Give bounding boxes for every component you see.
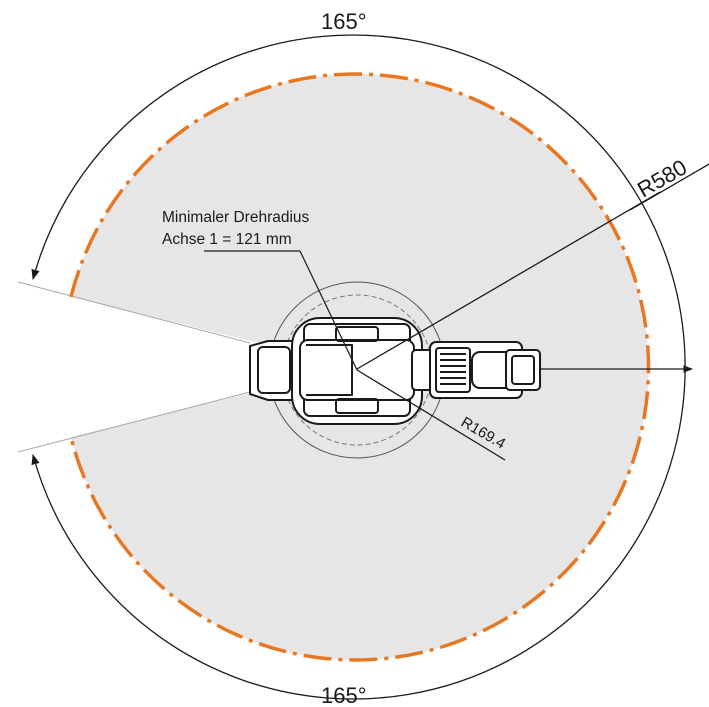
outer-radius-line xyxy=(356,191,661,370)
wedge-edge-upper xyxy=(17,281,251,344)
reach-boundary-arc xyxy=(69,72,651,662)
angle-top-label: 165° xyxy=(321,9,367,34)
outer-radius-label: R580 xyxy=(633,154,691,202)
inner-radius-line xyxy=(356,369,506,461)
min-radius-label-line1: Minimaler Drehradius xyxy=(162,209,310,226)
angle-bottom-label: 165° xyxy=(321,683,367,707)
min-radius-leader-diagonal xyxy=(299,250,358,371)
outer-radius-label-underline xyxy=(629,163,709,211)
min-radius-label-line2: Achse 1 = 121 mm xyxy=(162,231,292,248)
wedge-edge-lower xyxy=(17,391,251,453)
